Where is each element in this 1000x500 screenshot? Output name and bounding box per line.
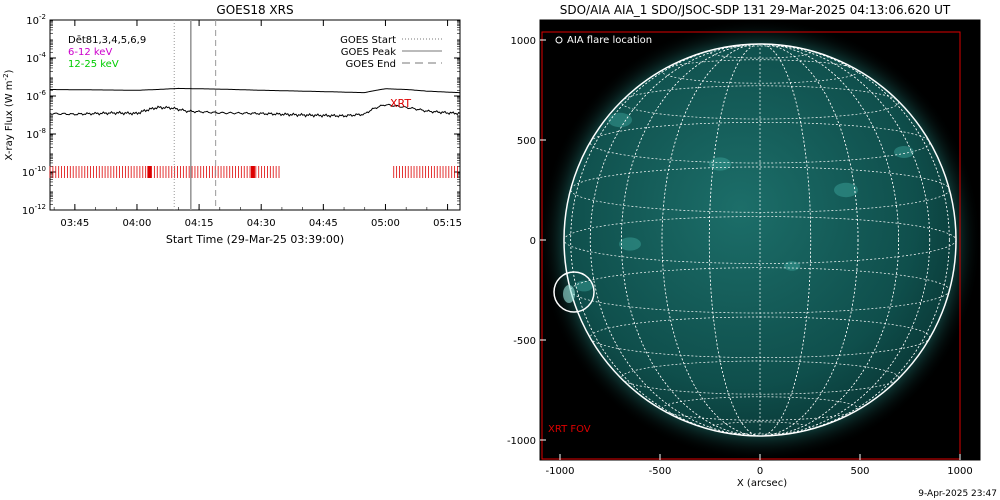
aia-y-tick-label: 500 bbox=[517, 136, 536, 147]
longitude-line bbox=[589, 43, 931, 437]
goes-y-tick-label: 10-6 bbox=[26, 89, 46, 103]
goes-legend-event-entry: GOES Peak bbox=[341, 47, 396, 58]
goes-x-tick-label: 04:30 bbox=[247, 218, 276, 229]
aia-x-tick-label: -500 bbox=[649, 466, 672, 477]
xrt-label: XRT bbox=[390, 97, 411, 110]
goes-legend-detector-entry: 12-25 keV bbox=[68, 59, 119, 70]
goes-y-tick-label: 10-4 bbox=[26, 51, 46, 65]
longitude-line bbox=[570, 43, 950, 437]
aia-y-tick-label: -500 bbox=[513, 336, 536, 347]
goes-y-axis-label-text: X-ray Flux (W m bbox=[4, 80, 15, 160]
goes-y-tick-label-exponent: -12 bbox=[35, 203, 46, 211]
footer-timestamp: 9-Apr-2025 23:47 bbox=[918, 489, 997, 499]
goes-y-axis-label: X-ray Flux (W m-2) bbox=[2, 69, 15, 160]
active-region-brightening bbox=[575, 280, 593, 292]
latitude-line bbox=[661, 396, 859, 421]
goes-y-axis-label-close: ) bbox=[4, 69, 15, 73]
xrt-fov-label: XRT FOV bbox=[548, 424, 591, 435]
goes-x-tick-label: 04:15 bbox=[185, 218, 214, 229]
goes-y-tick-label: 10-12 bbox=[22, 203, 46, 217]
goes-y-tick-label-exponent: -4 bbox=[39, 51, 47, 59]
goes-x-tick-label: 04:45 bbox=[309, 218, 338, 229]
goes-y-tick-label-base: 10 bbox=[26, 130, 39, 141]
aia-y-tick-label: -1000 bbox=[507, 436, 536, 447]
xrt-coverage-block bbox=[147, 166, 152, 178]
latitude-line bbox=[708, 421, 812, 435]
aia-y-tick-label: 1000 bbox=[511, 36, 536, 47]
goes-y-tick-label-exponent: -8 bbox=[39, 127, 46, 135]
goes-legend-detector-entry: 6-12 keV bbox=[68, 47, 112, 58]
svg-text:X-ray Flux (W m-2): X-ray Flux (W m-2) bbox=[2, 69, 15, 160]
active-region-brightening bbox=[784, 261, 800, 271]
active-region-brightening bbox=[619, 237, 641, 251]
goes-y-tick-label-base: 10 bbox=[22, 168, 35, 179]
goes-y-tick-label: 10-2 bbox=[26, 13, 46, 27]
goes-legend-event-entry: GOES Start bbox=[340, 35, 396, 46]
xrt-fov-box bbox=[541, 31, 961, 460]
active-region-brightening bbox=[894, 146, 914, 158]
aia-plot-area: XRT FOV AIA flare location -1000 -500 0 500 10… bbox=[507, 18, 982, 477]
goes-y-tick-label-base: 10 bbox=[22, 206, 35, 217]
goes-lightcurve-panel: GOES18 XRS 10-210-410-610-810-1010-1203:… bbox=[2, 3, 462, 246]
goes-plot-frame bbox=[49, 19, 461, 211]
aia-x-axis-label: X (arcsec) bbox=[737, 478, 787, 489]
goes-y-tick-label-exponent: -2 bbox=[39, 13, 46, 21]
aia-x-tick-label: 0 bbox=[757, 466, 763, 477]
goes-y-axis-label-unit-exponent: -2 bbox=[2, 73, 10, 80]
goes-x-tick-label: 05:15 bbox=[433, 218, 462, 229]
goes-x-tick-label: 04:00 bbox=[123, 218, 152, 229]
flare-legend-label: AIA flare location bbox=[567, 35, 652, 46]
active-region-brightening bbox=[709, 157, 731, 171]
aia-image-panel: SDO/AIA AIA_1 SDO/JSOC-SDP 131 29-Mar-20… bbox=[507, 3, 982, 489]
aia-x-tick-label: 500 bbox=[850, 466, 869, 477]
aia-x-tick-label: -1000 bbox=[545, 466, 574, 477]
aia-x-tick-label: 1000 bbox=[947, 466, 972, 477]
goes-legend-event-entry: GOES End bbox=[346, 59, 396, 70]
aia-y-tick-label: 0 bbox=[530, 236, 536, 247]
goes-y-tick-label-exponent: -10 bbox=[35, 165, 46, 173]
goes-y-tick-label-base: 10 bbox=[26, 54, 39, 65]
goes-y-tick-label-base: 10 bbox=[26, 16, 39, 27]
goes-series-line bbox=[49, 103, 461, 118]
goes-legend-detector-entry: Dēt81,3,4,5,6,9 bbox=[68, 35, 146, 46]
active-region-brightening bbox=[608, 112, 632, 128]
goes-y-tick-label-exponent: -6 bbox=[39, 89, 47, 97]
active-region-brightening bbox=[834, 182, 858, 198]
xrt-coverage-block bbox=[250, 166, 255, 178]
goes-x-tick-label: 03:45 bbox=[60, 218, 89, 229]
aia-image-title: SDO/AIA AIA_1 SDO/JSOC-SDP 131 29-Mar-20… bbox=[560, 3, 951, 17]
goes-y-tick-label: 10-10 bbox=[22, 165, 46, 179]
goes-y-tick-label: 10-8 bbox=[26, 127, 46, 141]
goes-x-tick-label: 05:00 bbox=[371, 218, 400, 229]
goes-series-line bbox=[50, 87, 461, 94]
latitude-line bbox=[661, 59, 859, 84]
flare-brightening bbox=[563, 285, 575, 303]
goes-x-axis-label: Start Time (29-Mar-25 03:39:00) bbox=[166, 233, 344, 246]
flare-legend-marker bbox=[555, 36, 563, 44]
goes-y-tick-label-base: 10 bbox=[26, 92, 39, 103]
solar-limb bbox=[563, 43, 957, 437]
goes-chart-title: GOES18 XRS bbox=[216, 3, 293, 17]
flare-location-circle bbox=[553, 271, 595, 313]
